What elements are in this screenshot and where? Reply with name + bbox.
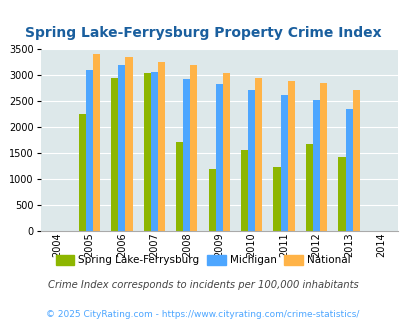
Bar xyxy=(320,83,326,231)
Bar xyxy=(79,114,85,231)
Bar xyxy=(287,81,294,231)
Bar xyxy=(85,70,93,231)
Bar xyxy=(215,84,222,231)
Bar xyxy=(190,65,197,231)
Text: Spring Lake-Ferrysburg Property Crime Index: Spring Lake-Ferrysburg Property Crime In… xyxy=(25,26,380,40)
Bar xyxy=(208,169,215,231)
Bar xyxy=(345,109,352,231)
Bar xyxy=(176,142,183,231)
Legend: Spring Lake-Ferrysburg, Michigan, National: Spring Lake-Ferrysburg, Michigan, Nation… xyxy=(51,251,354,270)
Bar xyxy=(222,73,229,231)
Bar xyxy=(305,144,312,231)
Bar xyxy=(247,90,255,231)
Bar xyxy=(118,65,125,231)
Bar xyxy=(312,100,320,231)
Bar xyxy=(255,78,262,231)
Bar xyxy=(158,62,164,231)
Bar xyxy=(338,157,345,231)
Bar xyxy=(125,57,132,231)
Bar xyxy=(273,167,280,231)
Bar xyxy=(183,79,190,231)
Bar xyxy=(241,149,247,231)
Bar xyxy=(111,78,118,231)
Text: © 2025 CityRating.com - https://www.cityrating.com/crime-statistics/: © 2025 CityRating.com - https://www.city… xyxy=(46,310,359,319)
Text: Crime Index corresponds to incidents per 100,000 inhabitants: Crime Index corresponds to incidents per… xyxy=(47,280,358,290)
Bar xyxy=(150,72,158,231)
Bar xyxy=(352,90,359,231)
Bar xyxy=(280,95,287,231)
Bar xyxy=(93,54,100,231)
Bar xyxy=(143,73,150,231)
